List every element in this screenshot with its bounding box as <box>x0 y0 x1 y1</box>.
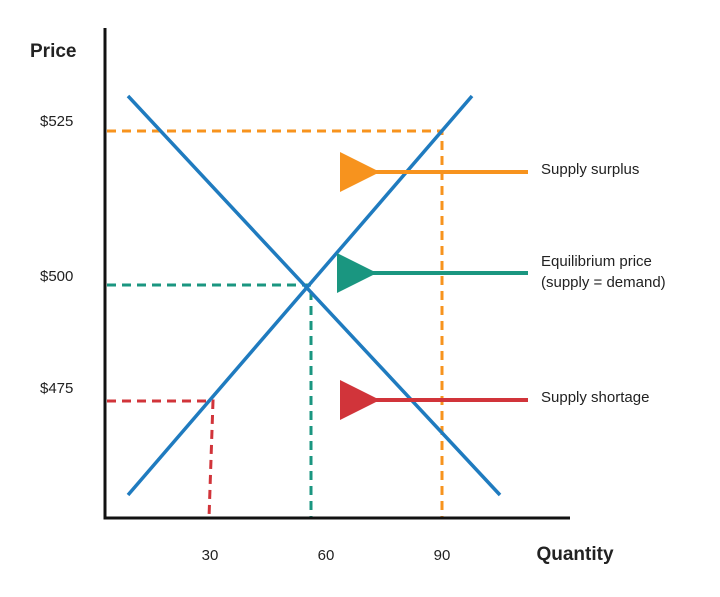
y-label: $525 <box>40 113 73 130</box>
shortage-guide <box>107 399 215 519</box>
y-label: $500 <box>40 268 73 285</box>
shortage-label: Supply shortage <box>541 389 649 406</box>
x-label: 90 <box>434 547 451 564</box>
equilibrium-label: Equilibrium price <box>541 253 652 270</box>
x-label: 30 <box>202 547 219 564</box>
x-label: 60 <box>318 547 335 564</box>
equilibrium-label: (supply = demand) <box>541 274 666 291</box>
y-axis-title: Price <box>30 41 76 62</box>
demand-line <box>126 94 502 497</box>
surplus-label: Supply surplus <box>541 161 639 178</box>
x-axis-title: Quantity <box>536 544 613 565</box>
axes <box>103 28 570 520</box>
supply-line <box>126 94 474 497</box>
y-label: $475 <box>40 380 73 397</box>
